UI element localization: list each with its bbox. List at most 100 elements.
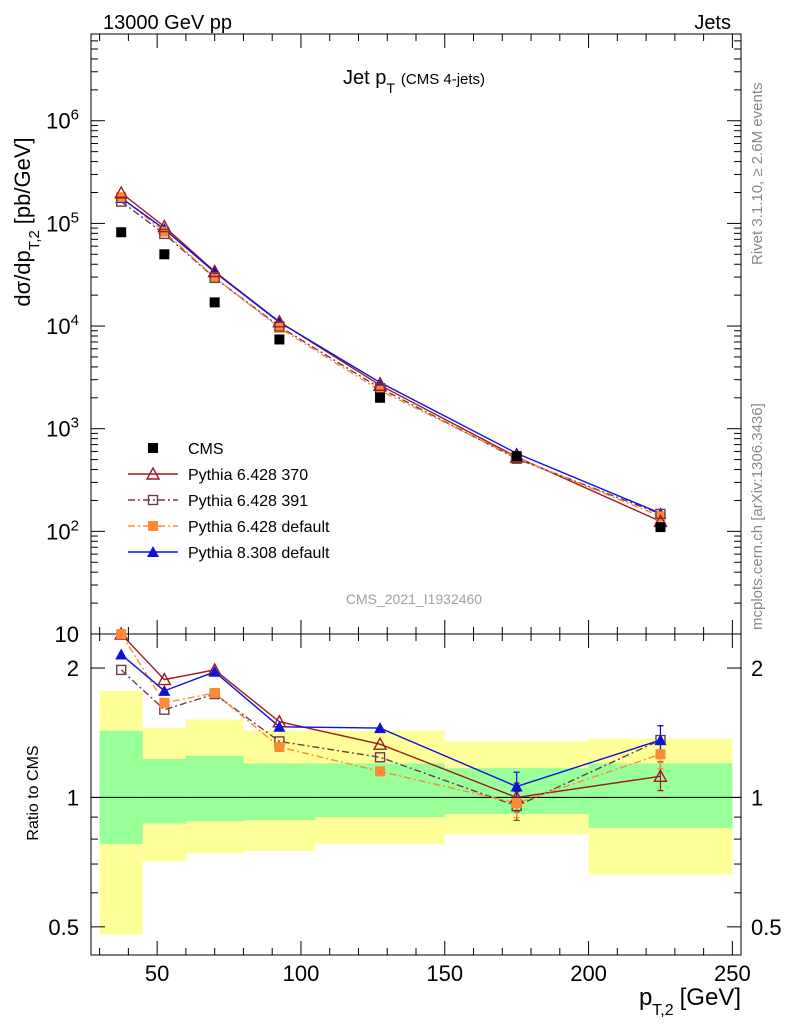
data-point: [114, 185, 129, 199]
main-y-label-main: dσ/dp: [10, 250, 35, 306]
legend-label: Pythia 6.428 370: [188, 467, 308, 484]
data-point: [655, 508, 666, 520]
main-y-tick-base: 10: [46, 109, 70, 134]
main-y-tick-exp: 2: [71, 517, 79, 534]
main-y-tick-label: 10: [55, 622, 79, 647]
ratio-data-point: [115, 664, 127, 676]
uncertainty-band-inner: [99, 730, 143, 844]
ratio-data-point: [274, 742, 285, 753]
legend-label: Pythia 6.428 default: [188, 519, 330, 536]
main-y-axis-label: dσ/dpT,2 [pb/GeV]: [10, 137, 43, 306]
data-point: [375, 392, 386, 403]
plot-title-main: Jet p: [343, 67, 386, 89]
ratio-data-point: [115, 648, 128, 660]
ratio-markers: [116, 629, 666, 809]
main-y-tick-label: 106: [46, 107, 79, 134]
main-y-tick-exp: 5: [71, 209, 79, 226]
ratio-y-tick-label-right: 0.5: [751, 915, 782, 940]
plot-title-sub: T: [386, 80, 395, 96]
data-point: [159, 228, 170, 240]
ratio-data-point: [157, 672, 172, 686]
main-y-tick-exp: 3: [71, 415, 79, 432]
header-energy: 13000 GeV pp: [103, 12, 232, 34]
x-tick-label: 250: [714, 961, 751, 986]
uncertainty-band-inner: [243, 763, 316, 821]
x-label-unit: [GeV]: [680, 984, 741, 1011]
ratio-series: [114, 626, 668, 822]
main-y-tick-base: 10: [46, 211, 70, 236]
main-y-tick-exp: 4: [71, 312, 79, 329]
ratio-data-point: [653, 768, 668, 782]
main-y-tick-base: 10: [55, 622, 79, 647]
x-axis-label: pT,2 [GeV]: [639, 984, 741, 1019]
data-point: [209, 272, 220, 283]
legend: CMS Pythia 6.428 370 Pythia 6.428 391 Pythi…: [128, 441, 330, 562]
ratio-data-point: [374, 752, 386, 763]
legend-entry: Pythia 8.308 default: [128, 545, 330, 562]
ratio-data-point: [654, 734, 667, 746]
main-y-tick-base: 10: [46, 417, 70, 442]
ratio-data-point: [159, 697, 170, 708]
uncertainty-band-inner: [142, 758, 186, 824]
data-point: [207, 264, 222, 278]
main-y-tick-label: 104: [46, 312, 79, 339]
x-tick-label: 100: [283, 961, 320, 986]
legend-entry: Pythia 6.428 370: [128, 466, 308, 484]
plot-title-note: (CMS 4-jets): [401, 71, 485, 88]
ratio-data-point: [273, 720, 286, 732]
data-point: [511, 451, 522, 462]
main-y-tick-exp: 6: [71, 107, 79, 124]
main-series: [114, 185, 668, 533]
x-tick-label: 50: [145, 961, 169, 986]
data-point: [209, 297, 220, 308]
legend-marker: [145, 466, 161, 480]
x-label-main: p: [639, 984, 652, 1011]
header-process: Jets: [694, 12, 731, 34]
analysis-id: CMS_2021_I1932460: [346, 591, 482, 607]
data-point: [115, 196, 127, 207]
ratio-data-point: [158, 684, 171, 696]
legend-label: Pythia 6.428 391: [188, 493, 308, 510]
legend-entry: CMS: [148, 441, 224, 458]
ratio-data-point: [655, 749, 666, 760]
main-y-tick-base: 10: [46, 519, 70, 544]
mcplots-label: mcplots.cern.ch [arXiv:1306.3436]: [749, 403, 766, 630]
x-tick-label: 150: [426, 961, 463, 986]
data-point: [272, 314, 287, 328]
ratio-data-point: [510, 780, 523, 792]
ratio-data-point: [511, 798, 522, 809]
data-point: [655, 522, 666, 533]
ratio-data-point: [375, 766, 386, 777]
ratio-data-point: [116, 629, 127, 639]
ratio-bands: [91, 690, 741, 935]
ratio-y-tick-label: 0.5: [48, 915, 79, 940]
rivet-label: Rivet 3.1.10, ≥ 2.6M events: [749, 83, 766, 266]
main-y-label-sub: T,2: [26, 230, 43, 250]
ratio-data-point: [372, 736, 388, 750]
legend-entry: Pythia 6.428 391: [128, 493, 308, 510]
legend-marker: [148, 521, 158, 531]
ratio-data-point: [208, 665, 221, 677]
ratio-y-tick-label: 1: [67, 785, 79, 810]
legend-entry: Pythia 6.428 default: [128, 519, 330, 536]
ratio-ticks: 0.5 0.51 12 250 100 150 200 250: [48, 634, 782, 986]
main-y-tick-label: 102: [46, 517, 79, 544]
main-y-tick-label: 103: [46, 415, 79, 442]
data-point: [274, 322, 285, 333]
data-point: [372, 377, 388, 391]
legend-marker: [147, 546, 159, 557]
legend-marker: [148, 443, 158, 453]
data-point: [116, 227, 127, 238]
ratio-y-tick-label: 2: [67, 656, 79, 681]
x-label-sub: T,2: [652, 1002, 673, 1019]
plot-title: Jet pT (CMS 4-jets): [343, 67, 485, 96]
data-point: [274, 334, 285, 345]
uncertainty-band-inner: [185, 755, 244, 822]
data-point: [157, 219, 172, 233]
legend-label: CMS: [188, 441, 224, 458]
series-markers: [116, 227, 666, 533]
ratio-data-point: [209, 687, 220, 698]
data-point: [209, 272, 220, 284]
